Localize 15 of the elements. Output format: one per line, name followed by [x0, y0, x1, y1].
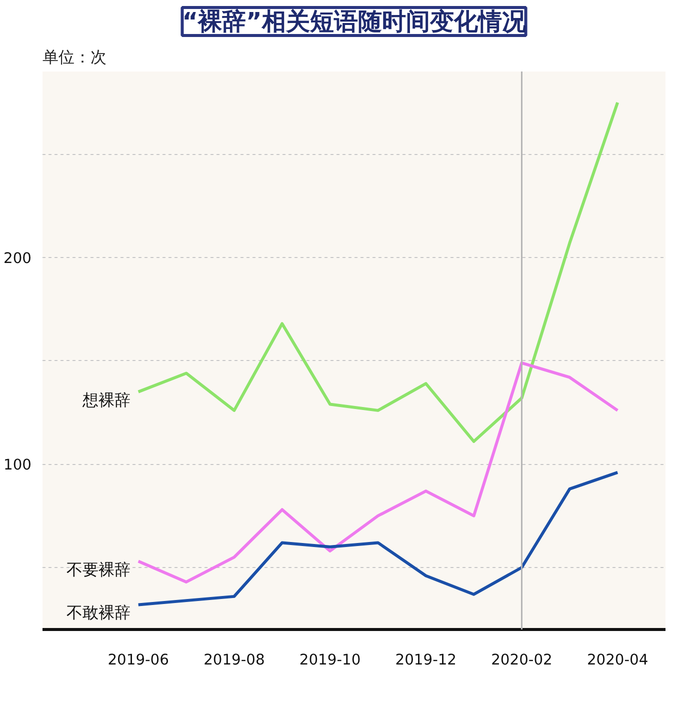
line-series: [136, 470, 620, 606]
y-tick-label: 100: [4, 456, 32, 474]
x-tick-label: 2019-12: [395, 652, 457, 668]
y-tick-label: 200: [4, 250, 32, 267]
x-tick-label: 2019-08: [204, 652, 265, 668]
x-tick-label: 2020-02: [491, 652, 552, 668]
series-label: 想裸辞: [81, 390, 130, 410]
text: 单位：次: [42, 48, 106, 66]
series-label: 不敢裸辞: [66, 603, 130, 622]
line-series: [136, 361, 620, 584]
line-series: [136, 101, 620, 443]
x-tick-label: 2019-06: [108, 652, 169, 668]
series-label: 不要裸辞: [66, 560, 130, 579]
x-tick-label: 2020-04: [586, 652, 648, 668]
x-tick-label: 2019-10: [299, 652, 361, 668]
